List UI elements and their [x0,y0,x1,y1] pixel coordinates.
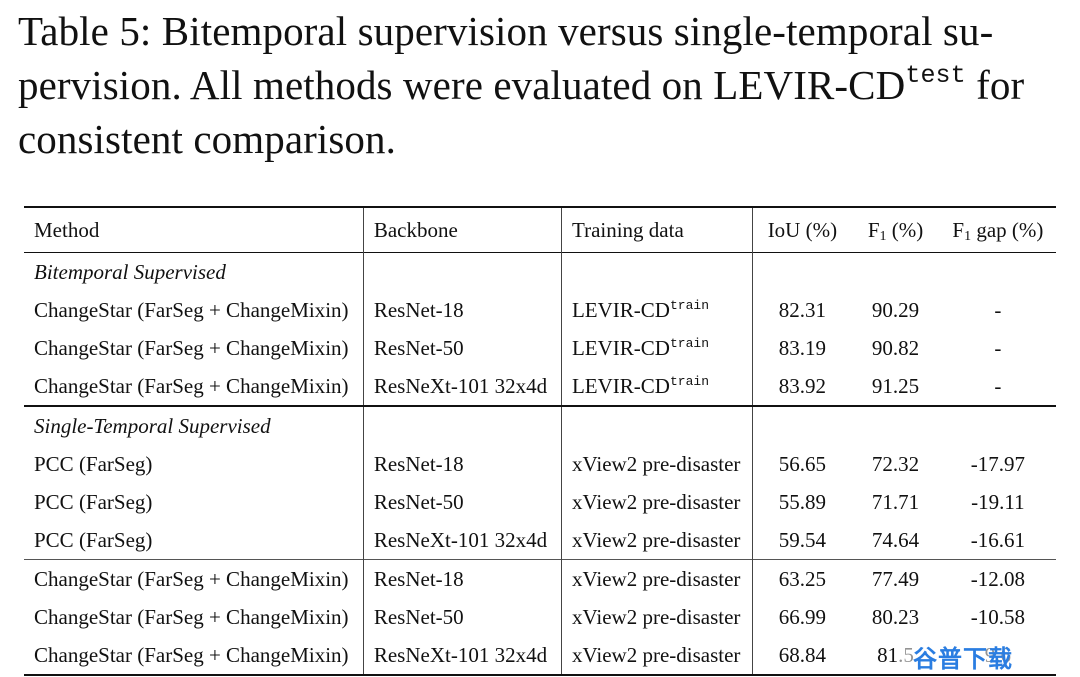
table-caption: Table 5: Bitemporal supervision versus s… [18,4,1063,166]
group-bitemporal: Bitemporal Supervised ChangeStar (FarSeg… [24,252,1056,406]
caption-text-end: for consistent comparison. [18,62,1025,162]
cell-training-data: LEVIR-CDtrain [561,367,754,406]
cell-training-data: LEVIR-CDtrain [561,329,754,367]
cell-iou: 83.19 [778,336,826,360]
cell-iou: 83.92 [778,374,826,398]
header-training-data: Training data [561,207,754,253]
caption-superscript: test [905,61,966,90]
cell-backbone: ResNet-18 [363,291,562,329]
cell-backbone: ResNet-50 [363,483,562,521]
header-backbone: Backbone [363,207,562,253]
cell-training-data: xView2 pre-disaster [561,598,754,636]
cell-iou: 59.54 [778,528,826,552]
cell-backbone: ResNeXt-101 32x4d [363,636,562,675]
table-row: ChangeStar (FarSeg + ChangeMixin) ResNet… [24,329,1056,367]
cell-method: PCC (FarSeg) [24,445,364,483]
cell-f1-gap: -10.58 [970,605,1025,629]
cell-f1: 80.23 [871,605,920,629]
watermark-logo: 谷普下载 [898,641,1028,673]
cell-iou: 56.65 [778,452,826,476]
cell-method: ChangeStar (FarSeg + ChangeMixin) [24,559,364,598]
group-single-temporal: Single-Temporal Supervised PCC (FarSeg) … [24,406,1056,560]
cell-backbone: ResNet-18 [363,445,562,483]
cell-backbone: ResNeXt-101 32x4d [363,521,562,560]
cell-f1-gap: -17.97 [970,452,1025,476]
table-row: ChangeStar (FarSeg + ChangeMixin) ResNet… [24,559,1056,598]
table-row: ChangeStar (FarSeg + ChangeMixin) ResNeX… [24,367,1056,406]
cell-backbone: ResNet-50 [363,329,562,367]
table-row: ChangeStar (FarSeg + ChangeMixin) ResNet… [24,598,1056,636]
table-row: ChangeStar (FarSeg + ChangeMixin) ResNeX… [24,636,1056,675]
cell-iou: 68.84 [778,643,826,667]
cell-f1: 91.25 [871,374,920,398]
cell-backbone: ResNet-18 [363,559,562,598]
cell-iou: 66.99 [778,605,826,629]
cell-f1-gap: -16.61 [970,528,1025,552]
header-method: Method [24,207,364,253]
cell-f1-gap: -19.11 [971,490,1025,514]
group-label-row: Bitemporal Supervised [24,252,1056,291]
cell-f1: 71.71 [871,490,920,514]
group-label-row: Single-Temporal Supervised [24,406,1056,445]
cell-backbone: ResNeXt-101 32x4d [363,367,562,406]
cell-training-data: xView2 pre-disaster [561,445,754,483]
cell-f1: 77.49 [871,567,920,591]
cell-iou: 63.25 [778,567,826,591]
cell-iou: 55.89 [778,490,826,514]
cell-f1: 90.29 [871,298,920,322]
cell-training-data: xView2 pre-disaster [561,559,754,598]
cell-method: PCC (FarSeg) [24,521,364,560]
cell-iou: 82.31 [778,298,826,322]
table-row: ChangeStar (FarSeg + ChangeMixin) ResNet… [24,291,1056,329]
cell-training-data: LEVIR-CDtrain [561,291,754,329]
cell-method: ChangeStar (FarSeg + ChangeMixin) [24,291,364,329]
cell-method: ChangeStar (FarSeg + ChangeMixin) [24,367,364,406]
cell-method: PCC (FarSeg) [24,483,364,521]
cell-f1-gap: - [994,374,1002,398]
group-changestar-single: ChangeStar (FarSeg + ChangeMixin) ResNet… [24,559,1056,675]
cell-f1: 72.32 [871,452,920,476]
cell-f1-gap: - [994,298,1002,322]
cell-f1-gap: - [994,336,1002,360]
table-row: PCC (FarSeg) ResNeXt-101 32x4d xView2 pr… [24,521,1056,560]
cell-method: ChangeStar (FarSeg + ChangeMixin) [24,636,364,675]
cell-training-data: xView2 pre-disaster [561,636,754,675]
results-table: Method Backbone Training data IoU (%) F1… [24,206,1056,676]
cell-f1: 74.64 [871,528,920,552]
cell-method: ChangeStar (FarSeg + ChangeMixin) [24,598,364,636]
cell-f1: 90.82 [871,336,920,360]
header-f1: F1 (%) [867,218,924,244]
cell-training-data: xView2 pre-disaster [561,521,754,560]
caption-text: Table 5: Bitemporal supervision versus s… [18,8,994,108]
table-row: PCC (FarSeg) ResNet-18 xView2 pre-disast… [24,445,1056,483]
group-label: Single-Temporal Supervised [24,406,364,445]
header-iou: IoU (%) [767,218,838,242]
header-f1-gap: F1 gap (%) [952,218,1044,244]
cell-training-data: xView2 pre-disaster [561,483,754,521]
table-row: PCC (FarSeg) ResNet-50 xView2 pre-disast… [24,483,1056,521]
cell-method: ChangeStar (FarSeg + ChangeMixin) [24,329,364,367]
cell-backbone: ResNet-50 [363,598,562,636]
cell-f1-gap: -12.08 [970,567,1025,591]
header-row: Method Backbone Training data IoU (%) F1… [24,207,1056,253]
group-label: Bitemporal Supervised [24,252,364,291]
